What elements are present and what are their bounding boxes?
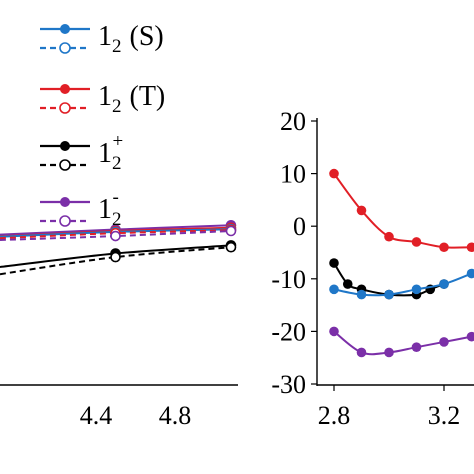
data-point [110, 251, 121, 263]
x-tick-label: 2.8 [318, 401, 351, 430]
legend-dashed-marker [59, 159, 71, 171]
data-point [411, 284, 422, 295]
data-point [329, 168, 339, 179]
left-x-tick-label: 4.8 [159, 401, 192, 430]
data-point [329, 258, 339, 268]
left-panel: 4.4 4.8 12 (S) 12 (T) 12+ 12- [0, 21, 238, 430]
series-line [333, 330, 472, 356]
right-axes: 20 10 0 -10 -20 -30 2.8 3.2 [271, 107, 474, 430]
data-point [439, 279, 449, 289]
y-tick-label: -20 [271, 317, 306, 346]
data-point [356, 347, 367, 358]
data-point [329, 326, 339, 337]
y-tick-label: 20 [280, 107, 306, 136]
legend: 12 (S) 12 (T) 12+ 12- [40, 21, 165, 230]
data-point [384, 347, 394, 358]
legend-dashed-marker [59, 42, 71, 54]
data-point [356, 205, 367, 216]
legend-label: 12- [98, 187, 122, 230]
right-panel: 20 10 0 -10 -20 -30 2.8 3.2 [271, 107, 474, 430]
data-point [225, 225, 237, 237]
y-tick-label: 0 [293, 212, 306, 241]
data-point [466, 242, 474, 253]
data-point [411, 237, 422, 247]
left-x-axis: 4.4 4.8 [0, 384, 238, 430]
series-line [0, 246, 232, 276]
legend-label: 12+ [98, 131, 123, 174]
y-tick-label: 10 [280, 160, 306, 189]
legend-solid-marker [60, 141, 70, 151]
data-point [225, 241, 237, 253]
data-point [342, 279, 353, 289]
data-point [466, 268, 474, 279]
data-point [466, 331, 474, 342]
data-point [439, 242, 449, 253]
x-tick-label: 3.2 [428, 401, 461, 430]
series-line [333, 173, 472, 249]
legend-label: 12 (S) [98, 21, 164, 57]
y-tick-label: -10 [271, 265, 306, 294]
series-line [333, 272, 472, 297]
left-series-group [0, 219, 237, 276]
data-point [439, 337, 449, 347]
data-point [356, 289, 367, 300]
data-point [329, 284, 339, 295]
y-tick-label: -30 [271, 370, 306, 399]
legend-solid-marker [60, 197, 70, 207]
legend-dashed-marker [59, 215, 71, 227]
legend-label: 12 (T) [98, 81, 165, 117]
left-x-tick-label: 4.4 [80, 401, 113, 430]
data-point [384, 231, 394, 242]
data-point [411, 342, 422, 352]
legend-solid-marker [60, 84, 70, 94]
data-point [110, 230, 121, 242]
data-point [384, 289, 394, 300]
legend-dashed-marker [59, 102, 71, 114]
right-series-group [329, 168, 474, 358]
legend-solid-marker [60, 24, 70, 34]
